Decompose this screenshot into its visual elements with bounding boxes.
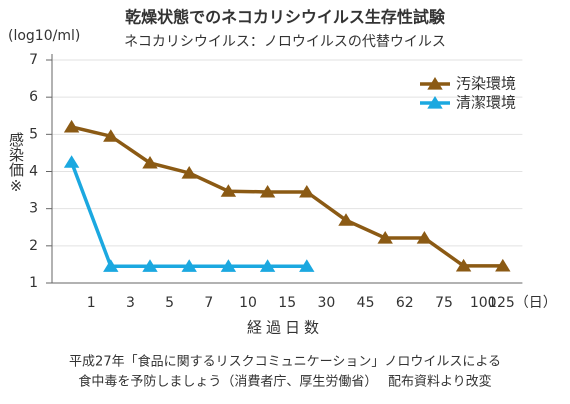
point-marker <box>377 231 393 244</box>
source-line: 食中毒を予防しましょう（消費者庁、厚生労働省） 配布資料より改変 <box>78 374 491 390</box>
point-marker <box>299 259 315 272</box>
y-tick-label: 1 <box>29 275 38 291</box>
legend-label: 清潔環境 <box>456 94 516 112</box>
point-marker <box>455 258 472 272</box>
series-line <box>71 125 503 268</box>
y-tick-label: 3 <box>29 201 38 217</box>
x-tick-label: 125（日） <box>488 295 557 311</box>
point-marker <box>338 213 354 226</box>
x-tick-label: 100 <box>470 295 497 311</box>
x-tick-label: 1 <box>87 295 96 311</box>
y-tick-label: 7 <box>29 52 38 68</box>
source-line: 平成27年「食品に関するリスクコミュニケーション」ノロウイルスによる <box>69 354 501 370</box>
point-marker <box>416 231 433 244</box>
point-marker <box>63 155 80 168</box>
x-tick-label: 75 <box>435 295 453 311</box>
point-marker <box>259 184 276 198</box>
point-marker <box>181 259 197 272</box>
x-tick-label: 7 <box>204 295 213 311</box>
x-tick-label: 3 <box>126 295 135 311</box>
x-tick-label: 45 <box>357 295 375 311</box>
y-tick-label: 6 <box>29 89 38 105</box>
point-marker <box>63 119 80 133</box>
x-tick-label: 30 <box>317 295 335 311</box>
y-tick-label: 4 <box>29 164 38 180</box>
x-axis-label: 経過日数 <box>247 319 323 337</box>
y-unit: (log10/ml) <box>8 28 80 44</box>
chart-subtitle: ネコカリシウイルス：ノロウイルスの代替ウイルス <box>124 34 446 50</box>
x-tick-label: 15 <box>278 295 296 311</box>
y-tick-label: 2 <box>29 238 38 254</box>
chart-title: 乾燥状態でのネコカリシウイルス生存性試験 <box>125 8 446 27</box>
legend-marker <box>427 77 443 90</box>
point-marker <box>142 155 158 169</box>
point-marker <box>181 165 197 179</box>
point-marker <box>220 259 237 272</box>
point-marker <box>259 259 276 272</box>
point-marker <box>299 184 315 198</box>
point-marker <box>103 129 119 142</box>
legend-marker <box>427 96 443 109</box>
point-marker <box>220 184 237 197</box>
y-tick-label: 5 <box>29 126 38 142</box>
legend-label: 汚染環境 <box>456 75 516 93</box>
y-axis-label: 感染価※ <box>7 132 25 195</box>
x-tick-label: 10 <box>239 295 257 311</box>
point-marker <box>103 259 119 272</box>
point-marker <box>142 259 158 272</box>
point-marker <box>495 258 511 272</box>
x-tick-label: 62 <box>396 295 414 311</box>
x-tick-label: 5 <box>165 295 174 311</box>
